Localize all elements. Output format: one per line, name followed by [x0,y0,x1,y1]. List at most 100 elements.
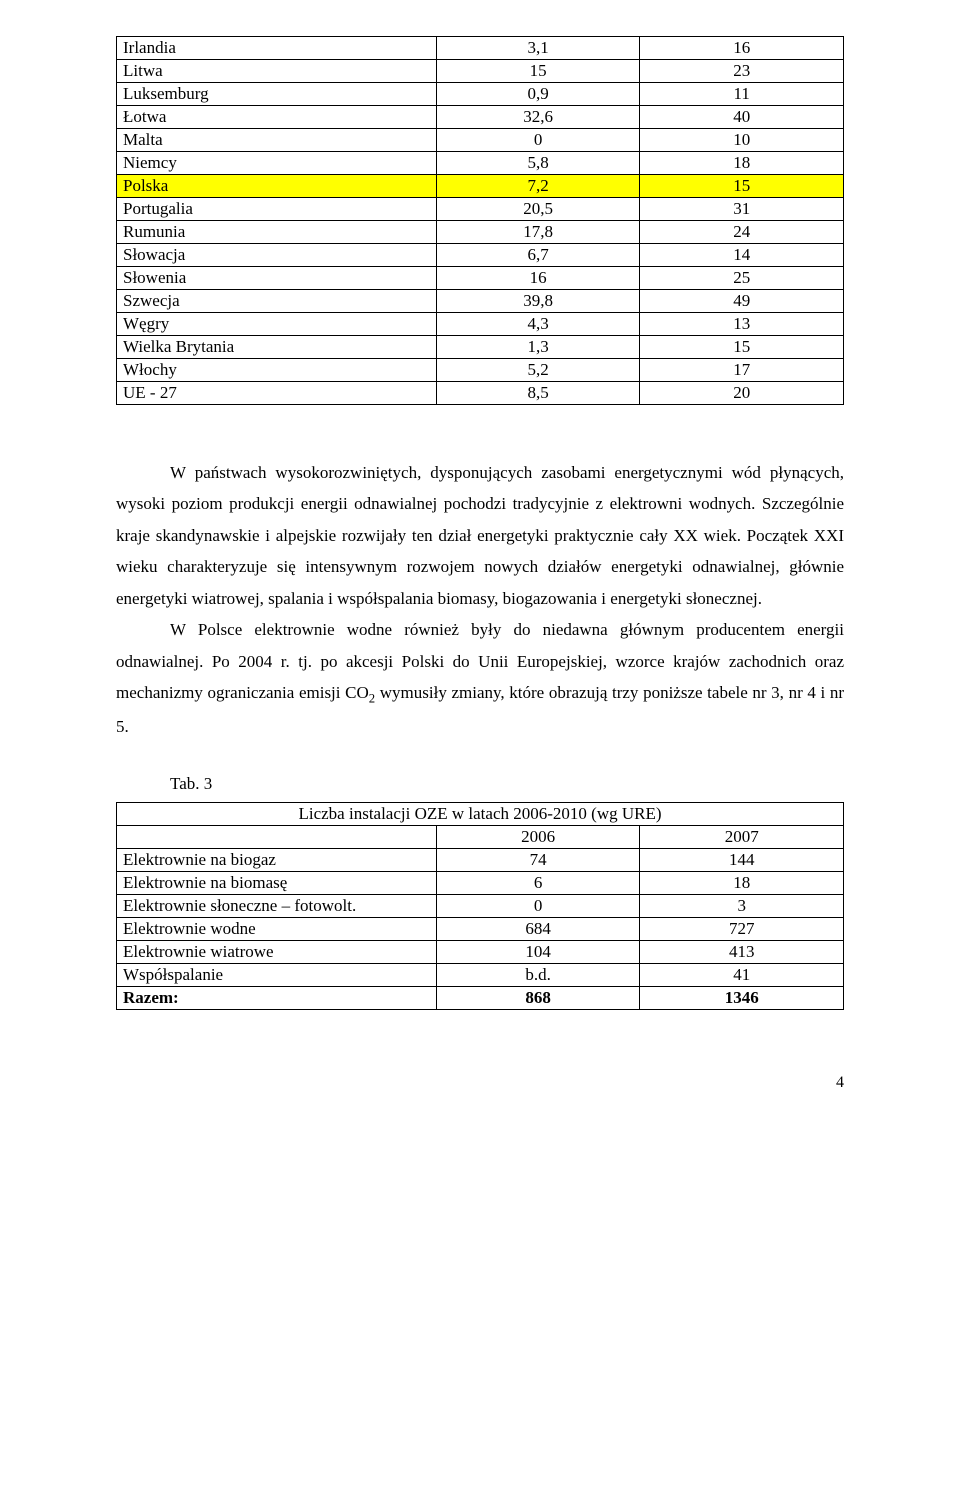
table-cell: 14 [640,244,844,267]
table-cell: 5,8 [436,152,640,175]
table-header-row: 20062007 [117,825,844,848]
table-cell: Rumunia [117,221,437,244]
table-cell: 1346 [640,986,844,1009]
table-cell: 18 [640,152,844,175]
table-row: Portugalia20,531 [117,198,844,221]
table-row: Luksemburg0,911 [117,83,844,106]
table-cell: 1,3 [436,336,640,359]
table-cell: 413 [640,940,844,963]
table-row: Malta010 [117,129,844,152]
table-cell: Malta [117,129,437,152]
table-cell: 11 [640,83,844,106]
page-number: 4 [116,1074,844,1092]
table-cell: 8,5 [436,382,640,405]
table-cell: 6,7 [436,244,640,267]
table-cell: 0 [436,894,640,917]
table-cell: Litwa [117,60,437,83]
table-cell: 104 [436,940,640,963]
table-cell: 15 [640,336,844,359]
table-cell: Współspalanie [117,963,437,986]
country-energy-table: Irlandia3,116Litwa1523Luksemburg0,911Łot… [116,36,844,405]
table-cell: Elektrownie na biogaz [117,848,437,871]
table-cell: 0 [436,129,640,152]
table-cell: 25 [640,267,844,290]
table-title-row: Liczba instalacji OZE w latach 2006-2010… [117,802,844,825]
table-cell: Irlandia [117,37,437,60]
table-cell: 0,9 [436,83,640,106]
table-row: Elektrownie wodne684727 [117,917,844,940]
table-header-cell [117,825,437,848]
table-row: Współspalanieb.d.41 [117,963,844,986]
table-cell: Łotwa [117,106,437,129]
table-cell: Luksemburg [117,83,437,106]
table-cell: 32,6 [436,106,640,129]
table-cell: b.d. [436,963,640,986]
table-cell: Elektrownie wiatrowe [117,940,437,963]
table-row: Elektrownie na biogaz74144 [117,848,844,871]
table-row: Elektrownie na biomasę618 [117,871,844,894]
table-cell: 6 [436,871,640,894]
table-total-row: Razem:8681346 [117,986,844,1009]
table-cell: 41 [640,963,844,986]
table-cell: 684 [436,917,640,940]
table-cell: 15 [436,60,640,83]
table-cell: 13 [640,313,844,336]
table-cell: 10 [640,129,844,152]
table-cell: 15 [640,175,844,198]
table-cell: 3 [640,894,844,917]
table-row: Litwa1523 [117,60,844,83]
table-cell: 24 [640,221,844,244]
paragraph-1: W państwach wysokorozwiniętych, dysponuj… [116,457,844,614]
table-cell: Słowenia [117,267,437,290]
table-row: Niemcy5,818 [117,152,844,175]
table-cell: 7,2 [436,175,640,198]
table-row: Słowacja6,714 [117,244,844,267]
table-row: Elektrownie słoneczne – fotowolt.03 [117,894,844,917]
table-cell: Słowacja [117,244,437,267]
table-row: Wielka Brytania1,315 [117,336,844,359]
oze-installations-table: Liczba instalacji OZE w latach 2006-2010… [116,802,844,1010]
paragraph-2: W Polsce elektrownie wodne również były … [116,614,844,742]
table-row: Łotwa32,640 [117,106,844,129]
table-cell: 3,1 [436,37,640,60]
table-cell: 727 [640,917,844,940]
table-cell: 74 [436,848,640,871]
table-cell: 868 [436,986,640,1009]
table-cell: 16 [640,37,844,60]
table-row: UE - 278,520 [117,382,844,405]
table-cell: 40 [640,106,844,129]
table-row: Rumunia17,824 [117,221,844,244]
table-row: Szwecja39,849 [117,290,844,313]
table-header-cell: 2007 [640,825,844,848]
table-cell: 144 [640,848,844,871]
table-cell: 49 [640,290,844,313]
table-cell: 4,3 [436,313,640,336]
table-cell: Razem: [117,986,437,1009]
table-cell: 23 [640,60,844,83]
table-cell: 20 [640,382,844,405]
table-cell: Elektrownie wodne [117,917,437,940]
table-cell: Węgry [117,313,437,336]
table-cell: 18 [640,871,844,894]
table-header-cell: 2006 [436,825,640,848]
table-title: Liczba instalacji OZE w latach 2006-2010… [117,802,844,825]
table-cell: Polska [117,175,437,198]
table-cell: Portugalia [117,198,437,221]
table-cell: Niemcy [117,152,437,175]
table-cell: Elektrownie na biomasę [117,871,437,894]
table-cell: 39,8 [436,290,640,313]
table-cell: Elektrownie słoneczne – fotowolt. [117,894,437,917]
table-row: Polska7,215 [117,175,844,198]
table-cell: 31 [640,198,844,221]
table-row: Włochy5,217 [117,359,844,382]
table-cell: 20,5 [436,198,640,221]
table-row: Słowenia1625 [117,267,844,290]
table-cell: 17 [640,359,844,382]
table-cell: UE - 27 [117,382,437,405]
table-cell: Wielka Brytania [117,336,437,359]
table-3-label: Tab. 3 [116,768,844,799]
table-row: Węgry4,313 [117,313,844,336]
table-cell: 17,8 [436,221,640,244]
table-row: Elektrownie wiatrowe104413 [117,940,844,963]
table-row: Irlandia3,116 [117,37,844,60]
